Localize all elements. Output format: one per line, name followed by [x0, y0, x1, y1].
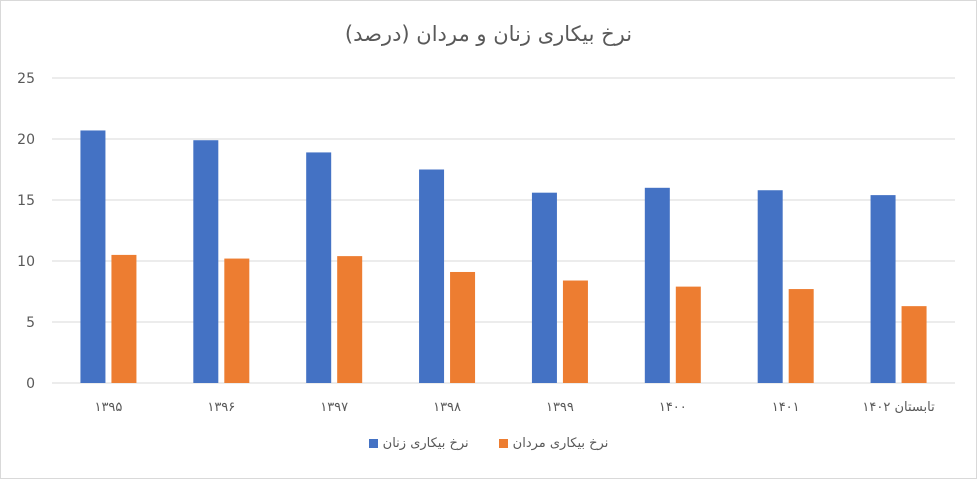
- x-tick-label: ۱۳۹۵: [94, 400, 122, 415]
- bar-men: [224, 258, 250, 383]
- legend-item-women: نرخ بیکاری زنان: [368, 436, 469, 451]
- bar-men: [450, 271, 476, 383]
- x-tick-label: ۱۳۹۸: [433, 400, 461, 415]
- y-tick-label: 0: [26, 376, 35, 392]
- legend: نرخ بیکاری زنان نرخ بیکاری مردان: [0, 436, 977, 451]
- bar-women: [80, 130, 106, 383]
- y-tick-label: 10: [17, 254, 35, 270]
- legend-label-men: نرخ بیکاری مردان: [512, 436, 609, 451]
- bar-women: [419, 169, 445, 383]
- bar-women: [531, 192, 557, 383]
- bar-men: [562, 280, 588, 383]
- chart-title: نرخ بیکاری زنان و مردان (درصد): [344, 22, 633, 46]
- x-tick-label: ۱۴۰۰: [659, 400, 687, 415]
- bar-women: [306, 152, 332, 383]
- bar-men: [337, 256, 363, 383]
- bar-women: [193, 140, 219, 383]
- x-tick-label: ۱۳۹۹: [546, 400, 574, 415]
- y-tick-label: 20: [17, 132, 35, 148]
- bar-women: [870, 195, 896, 383]
- legend-item-men: نرخ بیکاری مردان: [498, 436, 609, 451]
- bar-women: [644, 187, 670, 383]
- bar-men: [675, 286, 701, 383]
- legend-swatch-men: [498, 439, 508, 448]
- bar-men: [111, 254, 137, 383]
- x-tick-label: ۱۳۹۶: [207, 400, 235, 415]
- y-tick-label: 5: [26, 315, 35, 331]
- x-tick-label: ۱۴۰۱: [772, 400, 800, 415]
- bar-men: [788, 289, 814, 383]
- x-tick-label: تابستان ۱۴۰۲: [862, 400, 935, 415]
- y-tick-label: 25: [17, 71, 35, 87]
- legend-swatch-women: [368, 439, 378, 448]
- bar-men: [901, 306, 927, 383]
- legend-label-women: نرخ بیکاری زنان: [382, 436, 469, 451]
- y-tick-label: 15: [17, 193, 35, 209]
- x-tick-label: ۱۳۹۷: [320, 400, 348, 415]
- bar-women: [757, 190, 783, 383]
